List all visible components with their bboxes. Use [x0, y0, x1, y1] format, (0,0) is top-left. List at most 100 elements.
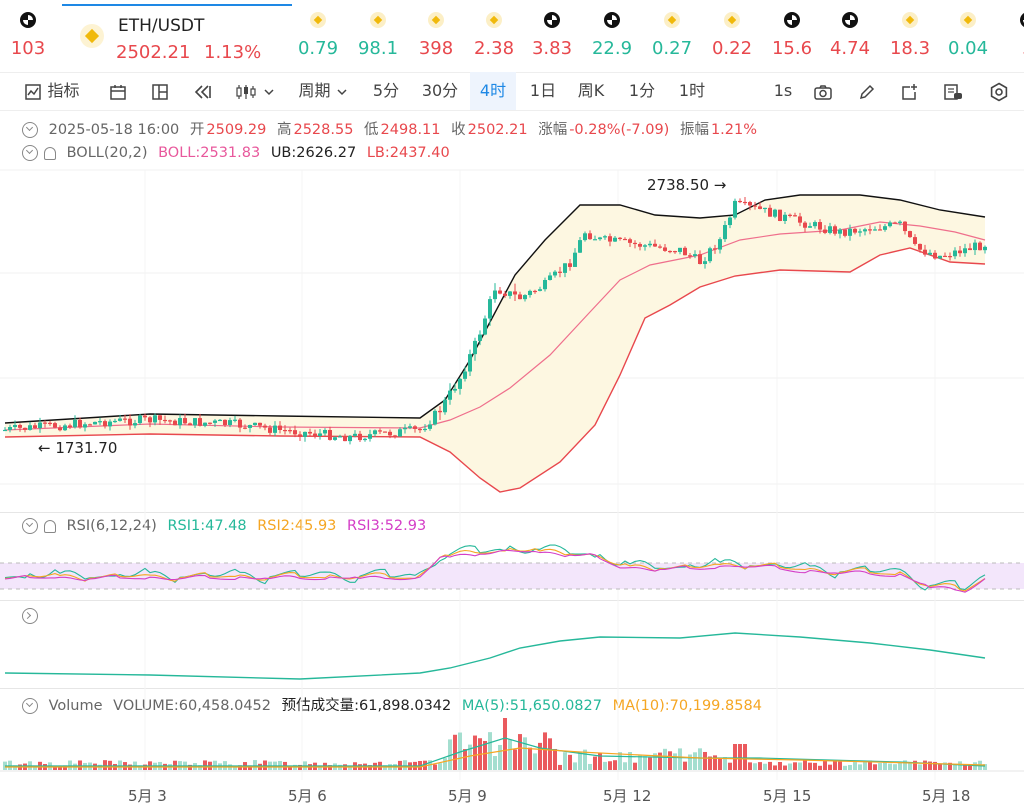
layout-button[interactable] [146, 72, 174, 110]
change-label: 涨幅 [538, 122, 568, 138]
change-value: -0.28%(-7.09) [569, 122, 670, 138]
settings-button[interactable] [984, 72, 1014, 110]
candle-body [423, 428, 427, 431]
interval-tab[interactable]: 1日 [529, 81, 557, 100]
candle-body [978, 242, 982, 251]
candle-body [173, 420, 177, 426]
candle-body [248, 424, 252, 428]
candle-body [268, 427, 272, 433]
volume-bar [253, 760, 257, 770]
screenshot-button[interactable] [808, 72, 838, 110]
candle-body [768, 207, 772, 217]
interval-tab[interactable]: 4时 [470, 72, 516, 110]
collapse-chevron-icon[interactable] [22, 518, 38, 534]
ticker-tab[interactable]: 3 [1002, 0, 1024, 72]
calendar-button[interactable] [104, 72, 132, 110]
volume-bar [263, 760, 267, 770]
chart-type-dropdown[interactable] [232, 72, 278, 110]
ticker-tab[interactable]: 398 [410, 0, 462, 72]
volume-bar [238, 765, 242, 770]
ticker-tab[interactable]: 2.38 [468, 0, 520, 72]
add-indicator-button[interactable] [894, 72, 924, 110]
collapse-chevron-icon[interactable] [22, 122, 38, 138]
volume-bar [618, 752, 622, 770]
candle-body [443, 399, 447, 413]
ticker-tab[interactable]: 0.04 [942, 0, 994, 72]
ticker-tab[interactable]: 98.1 [352, 0, 404, 72]
compare-button[interactable] [938, 72, 968, 110]
candle-body [853, 228, 857, 233]
volume-bar [458, 732, 462, 770]
volume-bar [278, 760, 282, 770]
indicators-button[interactable]: 指标 [14, 72, 90, 110]
candle-body [438, 410, 442, 413]
high-annotation: 2738.50 → [647, 176, 726, 194]
candle-body [158, 415, 162, 420]
expand-chevron-icon[interactable] [22, 608, 38, 624]
candle-body [238, 419, 242, 428]
ticker-tab[interactable]: 0.79 [292, 0, 344, 72]
ticker-tab[interactable]: 18.3 [884, 0, 936, 72]
volume-bar [793, 762, 797, 770]
bell-icon[interactable] [44, 146, 56, 160]
collapse-chevron-icon[interactable] [22, 145, 38, 161]
candle-body [803, 222, 807, 228]
candle-body [828, 226, 832, 233]
collapse-chevron-icon[interactable] [22, 698, 38, 714]
ticker-tab[interactable]: 0.22 [706, 0, 758, 72]
candle-body [278, 425, 282, 430]
ticker-tab[interactable]: 4.74 [824, 0, 876, 72]
volume-value: VOLUME:60,458.0452 [113, 698, 272, 714]
candle-body [108, 421, 112, 427]
candle-body [733, 200, 737, 218]
ticker-tab[interactable]: 22.9 [586, 0, 638, 72]
interval-tab[interactable]: 1分 [628, 81, 656, 100]
candle-body [318, 433, 322, 437]
token-icon [842, 12, 858, 28]
candle-body [128, 418, 132, 426]
candle-body [568, 263, 572, 267]
candle-body [343, 436, 347, 442]
speed-button[interactable]: 1s [773, 81, 793, 100]
ticker-tab[interactable]: 0.27 [646, 0, 698, 72]
candle-body [293, 430, 297, 435]
volume-bar [348, 765, 352, 770]
interval-tab[interactable]: 周K [577, 81, 605, 100]
interval-tab[interactable]: 1时 [678, 81, 706, 100]
ticker-tab[interactable]: 15.6 [766, 0, 818, 72]
period-dropdown[interactable]: 周期 [290, 72, 356, 110]
binance-coin-icon [428, 12, 444, 28]
candle-body [638, 243, 642, 247]
volume-bar [863, 760, 867, 770]
ticker-tab[interactable]: 3.83 [526, 0, 578, 72]
interval-tab[interactable]: 30分 [421, 81, 459, 100]
candle-body [963, 248, 967, 254]
pane-divider [0, 688, 1024, 689]
volume-bar [368, 765, 372, 770]
candle-body [698, 254, 702, 265]
draw-button[interactable] [852, 72, 882, 110]
candle-body [578, 240, 582, 253]
high-label: 高 [276, 122, 292, 138]
candle-body [793, 215, 797, 217]
ticker-tab[interactable]: 103 [0, 0, 56, 72]
candle-body [968, 248, 972, 251]
candle-body [363, 438, 367, 441]
active-ticker-tab[interactable]: ETH/USDT 2502.21 1.13% [62, 4, 292, 70]
volume-bar [328, 765, 332, 770]
candle-body [188, 423, 192, 426]
volume-bar [303, 761, 307, 770]
bell-icon[interactable] [44, 519, 56, 533]
volume-bar [483, 740, 487, 770]
candle-body [888, 222, 892, 227]
candle-body [308, 431, 312, 434]
candle-body [298, 434, 302, 437]
candle-body [538, 289, 542, 291]
volume-bar [543, 732, 547, 770]
volume-bar [683, 761, 687, 770]
volume-bar [588, 763, 592, 770]
volume-bar [13, 765, 17, 770]
replay-button[interactable] [188, 72, 218, 110]
interval-tab[interactable]: 5分 [372, 81, 400, 100]
candle-body [233, 419, 237, 421]
